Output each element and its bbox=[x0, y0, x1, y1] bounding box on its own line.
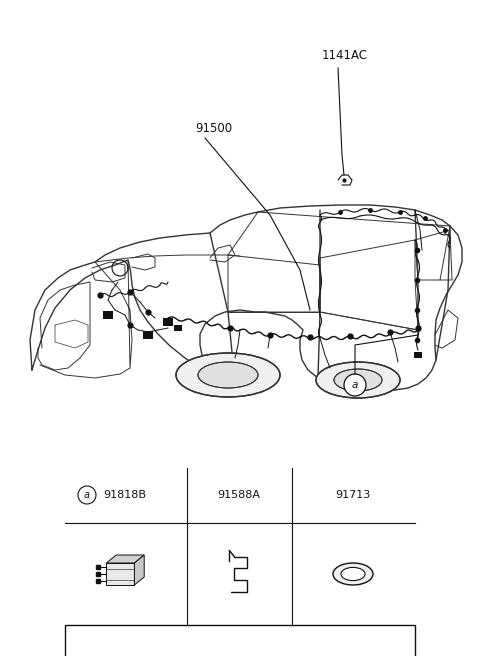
Circle shape bbox=[344, 374, 366, 396]
Ellipse shape bbox=[333, 563, 373, 585]
Text: 91818B: 91818B bbox=[103, 490, 146, 500]
Text: 1141AC: 1141AC bbox=[322, 49, 368, 62]
Bar bbox=[414, 352, 422, 358]
Bar bbox=[163, 318, 173, 326]
Bar bbox=[107, 563, 134, 585]
Bar bbox=[103, 311, 113, 319]
Bar bbox=[174, 325, 182, 331]
Bar bbox=[143, 331, 153, 339]
Ellipse shape bbox=[198, 362, 258, 388]
Text: 91713: 91713 bbox=[336, 490, 371, 500]
Polygon shape bbox=[107, 555, 144, 563]
Text: a: a bbox=[352, 380, 358, 390]
Circle shape bbox=[78, 486, 96, 504]
Ellipse shape bbox=[176, 353, 280, 397]
Text: 91500: 91500 bbox=[195, 122, 232, 135]
Ellipse shape bbox=[341, 567, 365, 581]
Polygon shape bbox=[134, 555, 144, 585]
Text: a: a bbox=[84, 490, 90, 500]
Ellipse shape bbox=[316, 362, 400, 398]
Ellipse shape bbox=[334, 369, 382, 391]
Text: 91588A: 91588A bbox=[217, 490, 261, 500]
Bar bbox=[65, 625, 415, 656]
